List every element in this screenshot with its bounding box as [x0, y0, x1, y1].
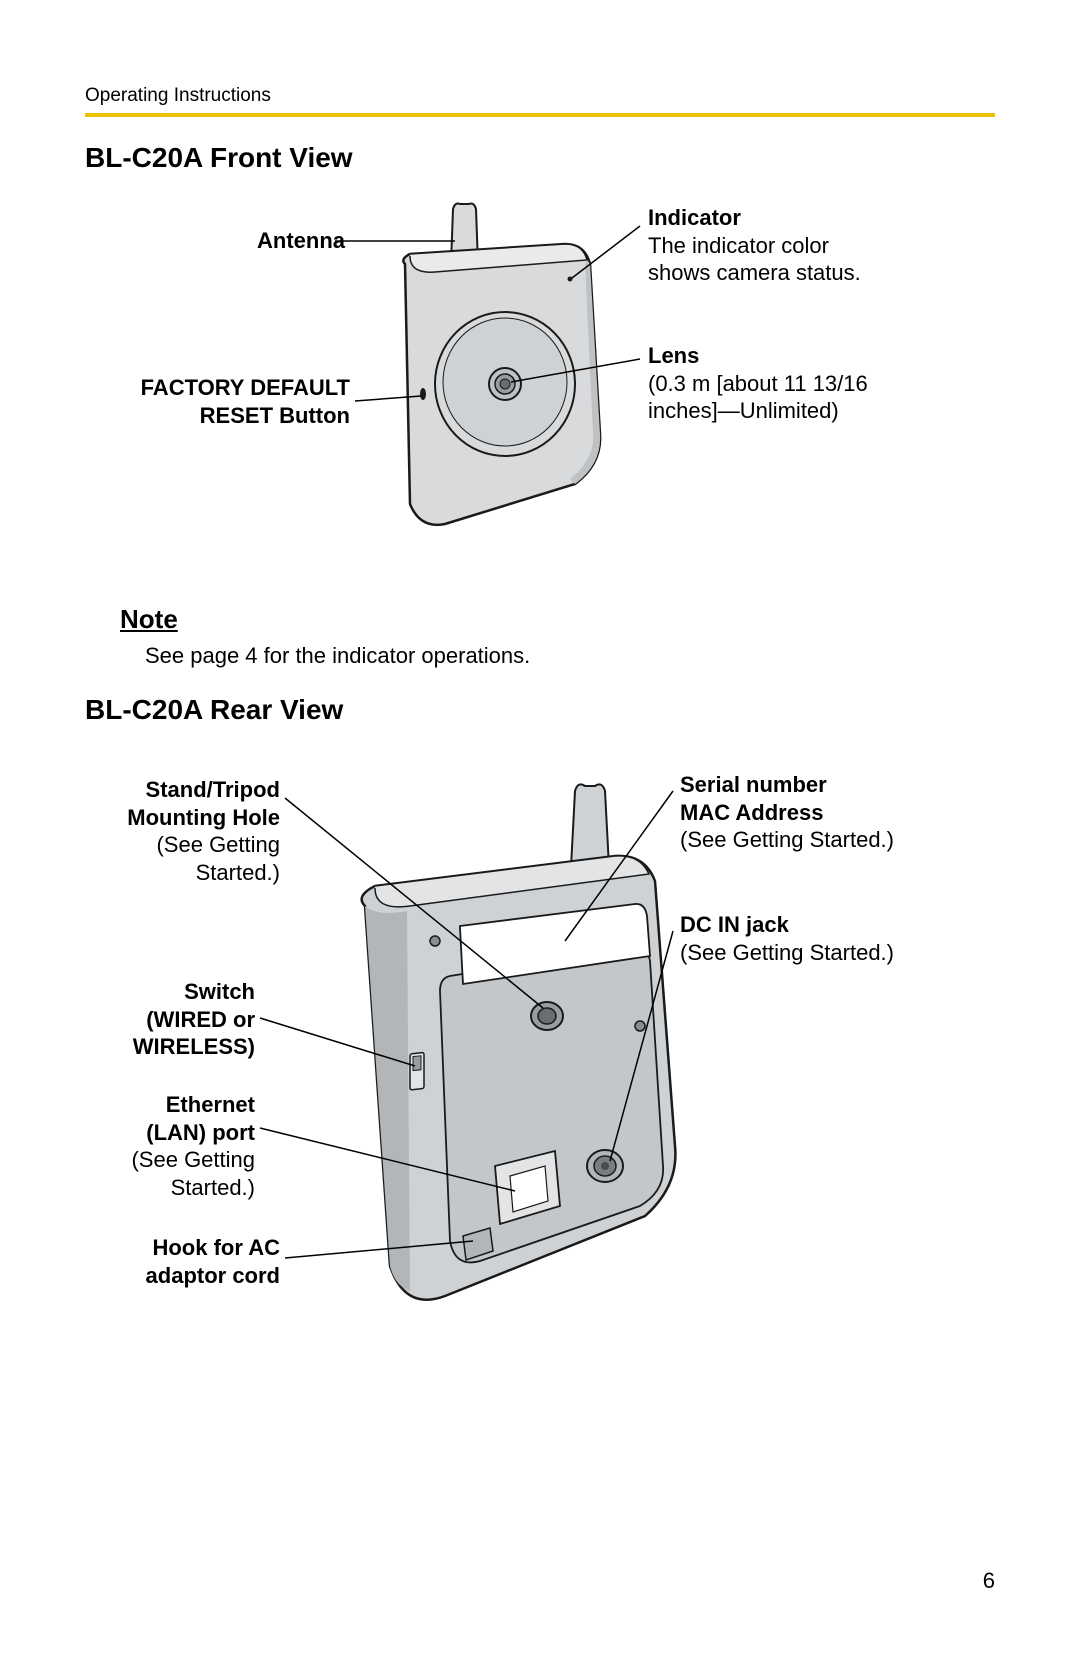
- rear-view-title: BL-C20A Rear View: [85, 694, 995, 726]
- mount-label-2: Mounting Hole: [95, 804, 280, 832]
- lens-desc-1: (0.3 m [about 11 13/16: [648, 370, 968, 398]
- dcin-label: DC IN jack: [680, 911, 980, 939]
- page-number: 6: [983, 1568, 995, 1594]
- callout-mount: Stand/Tripod Mounting Hole (See Getting …: [95, 776, 280, 886]
- serial-desc: (See Getting Started.): [680, 826, 980, 854]
- note-heading: Note: [120, 604, 995, 635]
- mount-desc-2: Started.): [95, 859, 280, 887]
- indicator-desc-2: shows camera status.: [648, 259, 948, 287]
- callout-switch: Switch (WIRED or WIRELESS): [95, 978, 255, 1061]
- dcin-desc: (See Getting Started.): [680, 939, 980, 967]
- rear-diagram-area: Stand/Tripod Mounting Hole (See Getting …: [85, 746, 995, 1386]
- callout-hook: Hook for AC adaptor cord: [95, 1234, 280, 1289]
- serial-label-1: Serial number: [680, 771, 980, 799]
- reset-label-1: FACTORY DEFAULT: [85, 374, 350, 402]
- hook-label-2: adaptor cord: [95, 1262, 280, 1290]
- switch-label-3: WIRELESS): [95, 1033, 255, 1061]
- reset-label-2: RESET Button: [85, 402, 350, 430]
- callout-ethernet: Ethernet (LAN) port (See Getting Started…: [95, 1091, 255, 1201]
- switch-label-1: Switch: [95, 978, 255, 1006]
- front-view-title: BL-C20A Front View: [85, 142, 995, 174]
- ethernet-label-2: (LAN) port: [95, 1119, 255, 1147]
- callout-reset: FACTORY DEFAULT RESET Button: [85, 374, 350, 429]
- indicator-desc-1: The indicator color: [648, 232, 948, 260]
- callout-serial: Serial number MAC Address (See Getting S…: [680, 771, 980, 854]
- lens-label: Lens: [648, 342, 968, 370]
- header-rule: [85, 113, 995, 117]
- note-text: See page 4 for the indicator operations.: [145, 643, 995, 669]
- lens-desc-2: inches]—Unlimited): [648, 397, 968, 425]
- callout-indicator: Indicator The indicator color shows came…: [648, 204, 948, 287]
- mount-desc-1: (See Getting: [95, 831, 280, 859]
- callout-antenna: Antenna: [145, 227, 345, 255]
- ethernet-label-1: Ethernet: [95, 1091, 255, 1119]
- page-header: Operating Instructions: [85, 85, 995, 107]
- serial-label-2: MAC Address: [680, 799, 980, 827]
- callout-dcin: DC IN jack (See Getting Started.): [680, 911, 980, 966]
- callout-lens: Lens (0.3 m [about 11 13/16 inches]—Unli…: [648, 342, 968, 425]
- ethernet-desc-1: (See Getting: [95, 1146, 255, 1174]
- antenna-label: Antenna: [145, 227, 345, 255]
- hook-label-1: Hook for AC: [95, 1234, 280, 1262]
- indicator-label: Indicator: [648, 204, 948, 232]
- switch-label-2: (WIRED or: [95, 1006, 255, 1034]
- front-diagram-area: Antenna FACTORY DEFAULT RESET Button Ind…: [85, 194, 995, 604]
- mount-label-1: Stand/Tripod: [95, 776, 280, 804]
- ethernet-desc-2: Started.): [95, 1174, 255, 1202]
